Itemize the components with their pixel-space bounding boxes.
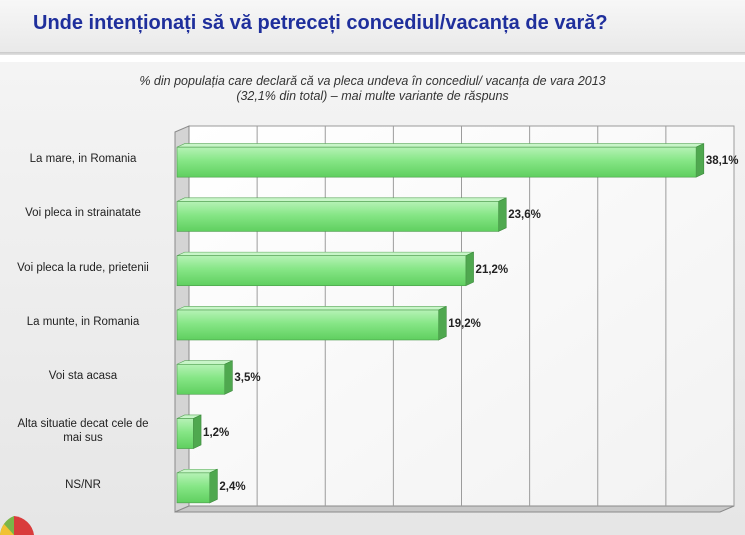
bar-top-face [176, 251, 474, 257]
data-label: 1,2% [203, 426, 230, 439]
bar [176, 360, 233, 395]
bar [176, 468, 218, 504]
plot-floor [174, 505, 735, 513]
bar-side-face [224, 360, 233, 395]
bar [176, 143, 705, 178]
data-label: 23,6% [508, 209, 541, 222]
bar-side-face [695, 143, 705, 178]
bar-side-face [209, 468, 218, 504]
bar-front-face [176, 255, 467, 287]
bar-front-face [176, 472, 211, 504]
page-title: Unde intenționați să vă petreceți conced… [33, 12, 608, 34]
data-label: 3,5% [234, 372, 261, 385]
bars-group [176, 143, 705, 504]
header-band [0, 0, 745, 52]
chart-subtitle-line-1: % din populația care declară că va pleca… [139, 74, 606, 88]
category-label: Voi pleca la rude, prietenii [17, 261, 149, 274]
category-label: Voi pleca in strainatate [25, 207, 141, 220]
bar-side-face [498, 197, 507, 232]
data-label: 19,2% [448, 318, 481, 330]
category-label: La munte, in Romania [26, 316, 140, 328]
category-label: La mare, in Romania [29, 153, 137, 166]
bar [176, 197, 507, 232]
category-label: Alta situatie decat cele de mai sus [17, 417, 149, 444]
logo-pie-icon [0, 516, 34, 535]
bar-top-face [176, 143, 704, 148]
bar-front-face [176, 418, 194, 449]
bar-side-face [438, 305, 447, 341]
data-label: 2,4% [219, 480, 246, 493]
bar-side-face [465, 251, 474, 287]
chart-subtitle-line-2: (32,1% din total) – mai multe variante d… [236, 89, 509, 103]
bar-front-face [176, 309, 439, 341]
bar-top-face [176, 306, 447, 311]
bar-front-face [176, 146, 697, 178]
bar [176, 414, 202, 450]
bar-front-face [176, 201, 499, 232]
header-divider [0, 52, 745, 55]
bar-front-face [176, 363, 225, 395]
chart-subtitle: % din populația care declară că va pleca… [0, 74, 745, 104]
data-label: 38,1% [705, 155, 739, 168]
category-label: NS/NR [65, 478, 101, 491]
bar-top-face [176, 197, 507, 202]
bar-side-face [193, 414, 202, 450]
bar [176, 251, 474, 287]
data-label: 21,2% [475, 263, 509, 276]
bar [176, 305, 447, 341]
bar-top-face [176, 360, 233, 365]
category-label: Voi sta acasa [48, 370, 118, 383]
